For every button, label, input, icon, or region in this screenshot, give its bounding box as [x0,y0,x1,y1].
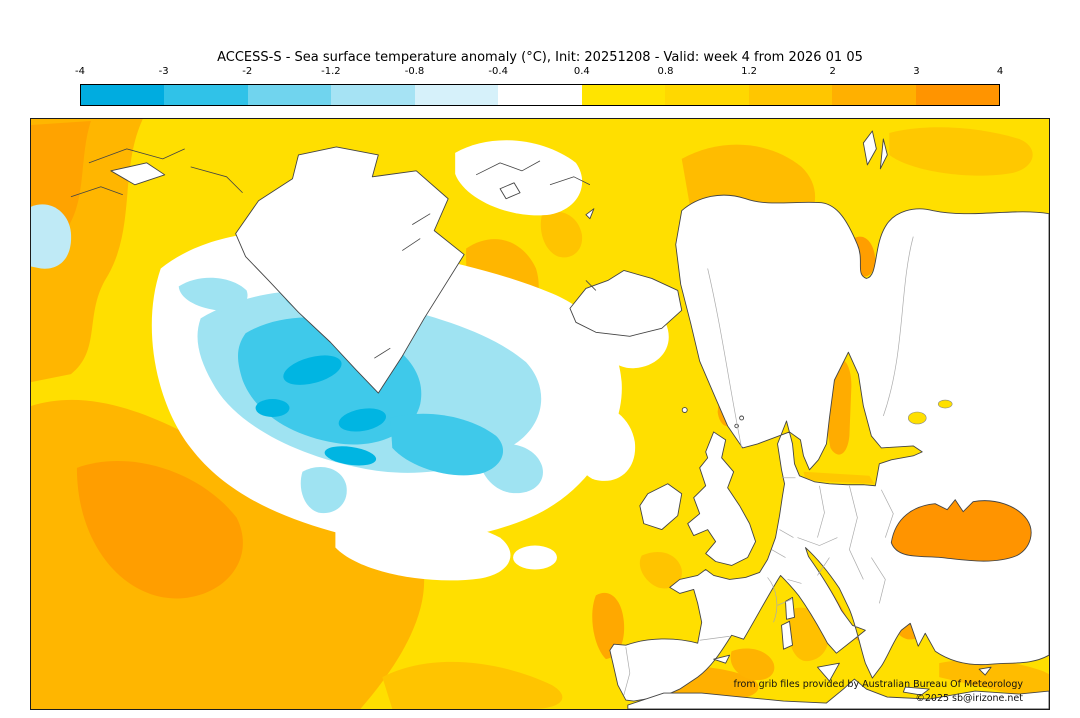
country-borders [623,236,914,696]
colorbar-tick: 0.4 [573,66,590,77]
crete-island [902,686,930,696]
greenland-landmass [235,146,465,394]
black-sea [890,498,1032,562]
colorbar-tick: 3 [913,66,920,77]
colorbar-segment [81,85,165,105]
colorbar-segment [247,85,332,105]
colorbar-segment [498,85,582,105]
ireland-landmass [639,483,683,531]
iceland-landmass [569,270,683,337]
attribution-copyright: ©2025 sb@irizone.net [915,693,1023,704]
colorbar [80,84,1000,106]
shetland-islands [739,415,745,421]
colorbar-tick: -3 [158,66,169,77]
colorbar-tick: -2 [242,66,253,77]
faroe-islands [681,407,688,413]
lake-onega [937,399,953,409]
colorbar-segment [832,85,916,105]
balearic-islands [713,654,731,664]
colorbar-tick: -1.2 [321,66,341,77]
colorbar-tick-row: -4 -3 -2 -1.2 -0.8 -0.4 0.4 0.8 1.2 2 3 … [0,66,1080,80]
svalbard-islands [862,130,877,166]
colorbar-segment [748,85,833,105]
great-britain-landmass [687,431,757,566]
eurasia-landmass [609,194,1049,702]
colorbar-segment [164,85,248,105]
cyprus-island [978,666,992,676]
sardinia-island [781,620,793,650]
colorbar-tick: -0.8 [404,66,425,77]
colorbar-segment [331,85,415,105]
inland-water-layer [890,399,1032,562]
coastline-fragments [70,148,597,359]
colorbar-tick: -4 [75,66,85,77]
corsica-island [785,596,795,620]
colorbar-segment [581,85,666,105]
page-title: ACCESS-S - Sea surface temperature anoma… [217,50,863,65]
colorbar-segment [915,85,999,105]
colorbar-tick: 0.8 [657,66,674,77]
land-layer [70,130,1049,709]
jan-mayen-island [585,208,595,220]
colorbar-segment [665,85,749,105]
colorbar-tick: 4 [996,66,1004,77]
sst-anomaly-map: from grib files provided by Australian B… [30,118,1050,710]
map-canvas [31,119,1049,709]
sicily-island [817,662,840,682]
africa-coast [627,678,1049,709]
sst-warm-anomaly-layer [31,119,1049,709]
attribution-source: from grib files provided by Australian B… [733,679,1023,690]
colorbar-tick: -0.4 [488,66,508,77]
colorbar-segment [414,85,499,105]
lake-ladoga [907,411,927,425]
colorbar-tick: 1.2 [741,66,758,77]
colorbar-tick: 2 [829,66,836,77]
